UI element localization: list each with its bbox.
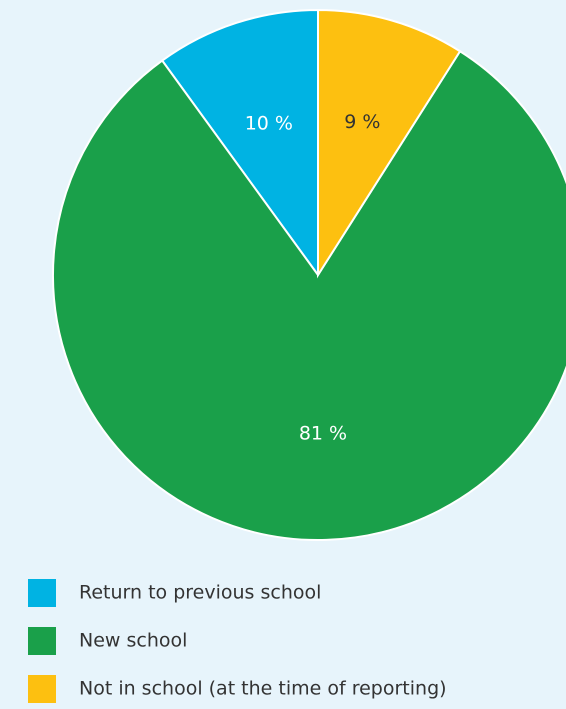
legend-label: Return to previous school — [79, 582, 321, 604]
legend-swatch — [28, 627, 56, 655]
slice-label: 10 % — [245, 112, 293, 134]
slice-label: 81 % — [299, 422, 347, 444]
legend-label: New school — [79, 630, 187, 652]
legend-swatch — [28, 579, 56, 607]
pie-slice — [52, 49, 566, 541]
pie-slice — [160, 8, 319, 279]
slice-label: 9 % — [344, 111, 380, 133]
pie-slice — [317, 8, 462, 279]
legend-swatch — [28, 675, 56, 703]
legend-label: Not in school (at the time of reporting) — [79, 678, 447, 700]
